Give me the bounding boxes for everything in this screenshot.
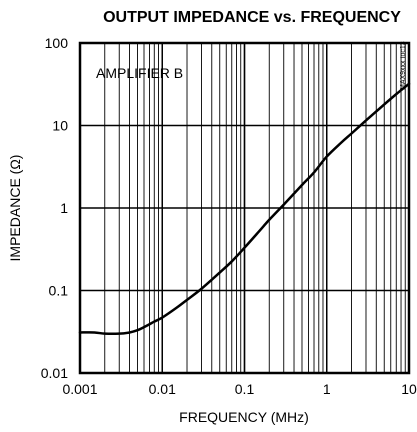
x-tick-label: 0.01 bbox=[149, 381, 176, 397]
plot-frame bbox=[78, 41, 411, 375]
y-tick-label: 100 bbox=[45, 35, 69, 51]
x-tick-label: 1 bbox=[323, 381, 331, 397]
amplifier-annotation: AMPLIFIER B bbox=[96, 65, 183, 81]
x-tick-label: 10 bbox=[401, 381, 417, 397]
y-axis-label: IMPEDANCE (Ω) bbox=[7, 155, 23, 262]
chart-title: OUTPUT IMPEDANCE vs. FREQUENCY bbox=[103, 9, 401, 26]
y-tick-label: 0.01 bbox=[41, 365, 68, 381]
y-tick-label: 10 bbox=[52, 118, 68, 134]
y-tick-label: 0.1 bbox=[49, 283, 69, 299]
x-tick-label: 0.1 bbox=[235, 381, 255, 397]
impedance-curve bbox=[78, 82, 411, 336]
x-tick-label: 0.001 bbox=[62, 381, 97, 397]
figure-code-watermark: MAX9xxx toc13 bbox=[400, 41, 407, 90]
y-tick-label: 1 bbox=[60, 200, 68, 216]
grid bbox=[79, 42, 410, 374]
x-axis-label: FREQUENCY (MHz) bbox=[179, 409, 309, 425]
